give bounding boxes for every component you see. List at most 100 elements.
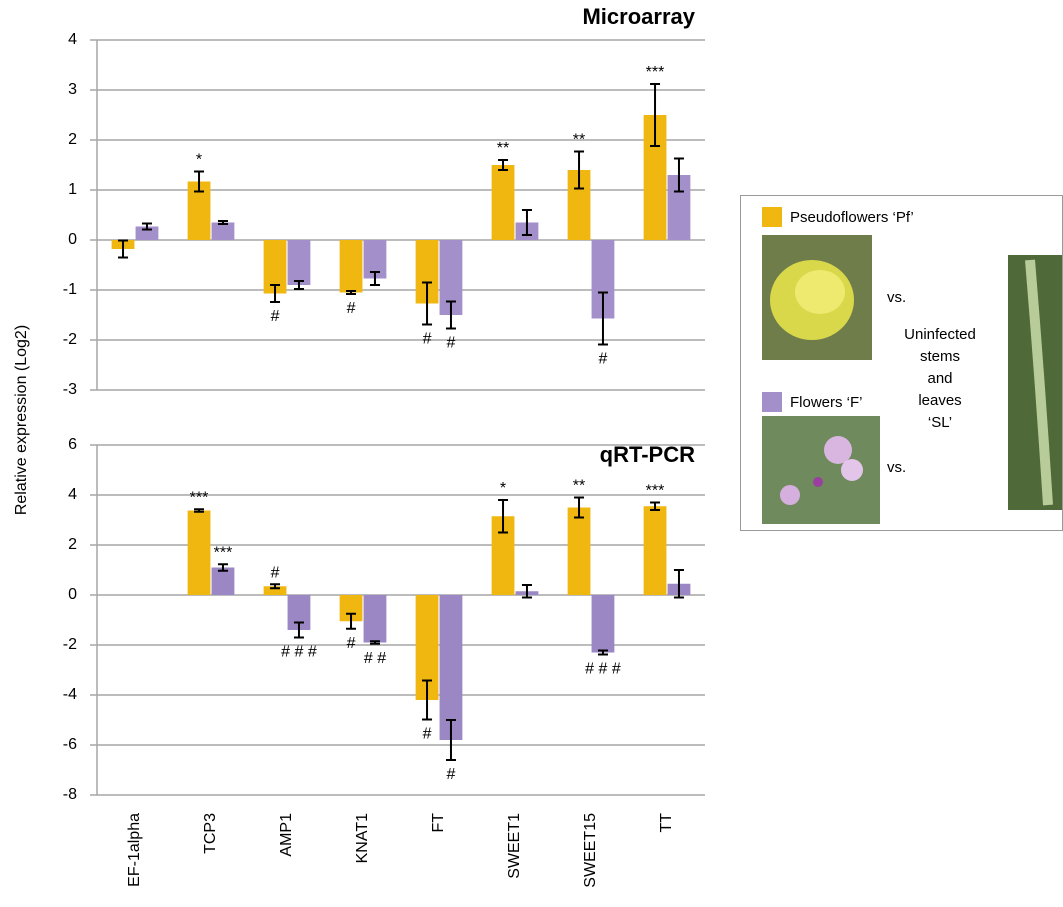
bar <box>339 595 363 622</box>
photo-shape <box>813 477 823 487</box>
error-bar <box>118 239 129 259</box>
error-bar <box>673 569 684 599</box>
legend-swatch <box>762 392 782 412</box>
significance-label: # <box>423 331 432 348</box>
bar <box>491 165 515 240</box>
y-tick-label: 6 <box>68 436 77 453</box>
bar <box>287 595 311 630</box>
significance-label: # <box>447 335 456 352</box>
error-bar <box>422 679 433 721</box>
bar <box>591 240 615 319</box>
x-tick-label: KNAT1 <box>354 813 371 863</box>
x-tick-label: FT <box>430 813 447 833</box>
x-tick-label: SWEET1 <box>506 813 523 879</box>
flower-photo <box>762 416 880 524</box>
error-bar <box>498 499 509 534</box>
significance-label: *** <box>646 483 665 500</box>
significance-label: ** <box>497 140 509 157</box>
bar <box>643 506 667 595</box>
bar <box>211 567 235 595</box>
significance-label: # # <box>364 650 386 667</box>
y-tick-label: -2 <box>63 636 77 653</box>
error-bar <box>369 271 380 286</box>
y-tick-label: -8 <box>63 786 77 803</box>
error-bar <box>521 209 532 236</box>
photo-shape <box>824 436 852 464</box>
error-bar <box>293 280 304 290</box>
error-bar <box>293 621 304 639</box>
error-bar <box>270 284 281 303</box>
error-bar <box>141 222 152 231</box>
bar <box>591 595 615 653</box>
legend-label: Pseudoflowers ‘Pf’ <box>790 209 914 226</box>
y-tick-label: 1 <box>68 181 77 198</box>
chart-title: qRT-PCR <box>600 442 695 467</box>
error-bar <box>650 501 661 511</box>
bar <box>187 510 211 595</box>
y-tick-label: 4 <box>68 486 77 503</box>
significance-label: # <box>347 300 356 317</box>
legend-label: Flowers ‘F’ <box>790 394 863 411</box>
bar <box>643 115 667 240</box>
x-tick-label: AMP1 <box>278 813 295 857</box>
stem-photo <box>1008 255 1062 510</box>
error-bar <box>217 563 228 572</box>
photo-shape <box>841 459 863 481</box>
bar <box>363 595 387 643</box>
bar <box>135 226 159 240</box>
vs-label: vs. <box>887 289 906 306</box>
vs-label: vs. <box>887 459 906 476</box>
bar <box>339 240 363 293</box>
error-bar <box>673 157 684 193</box>
bar <box>263 240 287 294</box>
error-bar <box>194 170 205 193</box>
y-tick-label: 0 <box>68 586 77 603</box>
y-tick-label: 2 <box>68 536 77 553</box>
y-tick-label: -4 <box>63 686 77 703</box>
y-tick-label: -1 <box>63 281 77 298</box>
bar <box>415 240 439 304</box>
x-tick-label: TCP3 <box>202 813 219 854</box>
significance-label: *** <box>190 489 209 506</box>
bar <box>363 240 387 279</box>
y-tick-label: -3 <box>63 381 77 398</box>
y-tick-label: 2 <box>68 131 77 148</box>
significance-label: # # # <box>281 644 317 661</box>
error-bar <box>270 583 281 590</box>
significance-label: # # # <box>585 661 621 678</box>
bar <box>415 595 439 700</box>
y-tick-label: -2 <box>63 331 77 348</box>
x-tick-label: EF-1alpha <box>126 813 143 887</box>
error-bar <box>445 300 456 330</box>
bar <box>287 240 311 285</box>
significance-label: ** <box>573 478 585 495</box>
pseudoflower-photo <box>762 235 872 360</box>
photo-shape <box>780 485 800 505</box>
error-bar <box>194 508 205 513</box>
x-tick-label: SWEET15 <box>582 813 599 888</box>
significance-label: # <box>423 726 432 743</box>
significance-label: * <box>196 152 202 169</box>
error-bar <box>369 640 380 645</box>
error-bar <box>597 291 608 346</box>
bar <box>211 222 235 240</box>
comparison-label: stems <box>920 348 960 365</box>
error-bar <box>650 83 661 147</box>
significance-label: # <box>271 564 280 581</box>
significance-label: # <box>347 635 356 652</box>
legend-panel <box>740 195 1063 531</box>
error-bar <box>521 584 532 599</box>
y-tick-label: 3 <box>68 81 77 98</box>
chart-title: Microarray <box>582 4 695 29</box>
error-bar <box>597 649 608 656</box>
bar <box>187 181 211 240</box>
comparison-label: leaves <box>918 392 961 409</box>
error-bar <box>346 290 357 295</box>
y-tick-label: -6 <box>63 736 77 753</box>
error-bar <box>574 496 585 519</box>
error-bar <box>422 281 433 326</box>
bar <box>439 240 463 315</box>
significance-label: # <box>447 766 456 783</box>
